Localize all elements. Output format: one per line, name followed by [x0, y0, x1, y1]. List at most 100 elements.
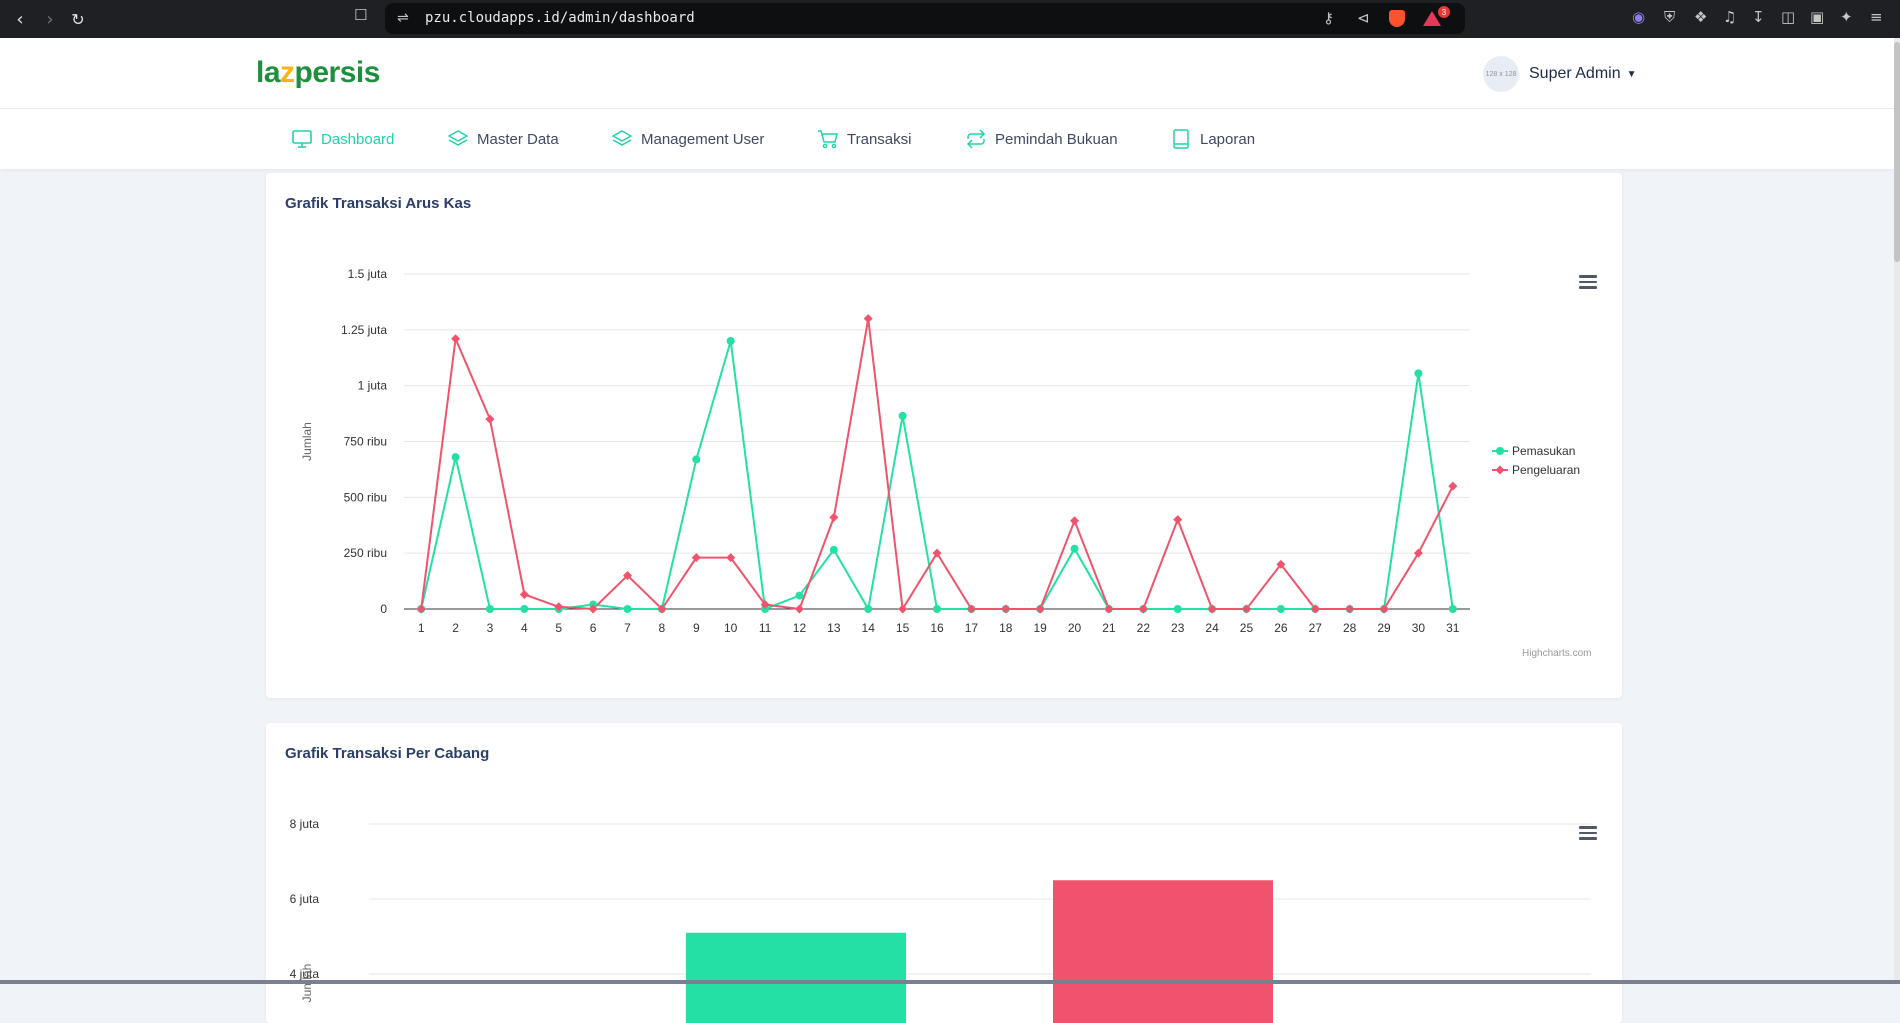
- share-icon[interactable]: ⊲: [1357, 9, 1370, 27]
- nav-pemindah-bukuan[interactable]: Pemindah Bukuan: [965, 128, 1118, 150]
- data-point[interactable]: [692, 455, 701, 464]
- leo-icon[interactable]: ✦: [1840, 8, 1853, 26]
- key-icon[interactable]: ⚷: [1323, 9, 1334, 27]
- legend-label[interactable]: Pengeluaran: [1512, 463, 1580, 477]
- data-point[interactable]: [1070, 516, 1080, 526]
- logo[interactable]: lazpersis: [256, 56, 380, 89]
- data-point[interactable]: [898, 604, 908, 614]
- data-point[interactable]: [485, 605, 494, 613]
- data-point[interactable]: [1173, 515, 1183, 525]
- data-point[interactable]: [416, 604, 426, 614]
- data-point[interactable]: [1138, 604, 1148, 614]
- data-point[interactable]: [1035, 604, 1045, 614]
- music-icon[interactable]: ♫: [1723, 8, 1737, 26]
- data-point[interactable]: [1448, 481, 1458, 491]
- scrollbar-thumb[interactable]: [1894, 42, 1900, 262]
- data-point[interactable]: [829, 545, 838, 554]
- url-text[interactable]: pzu.cloudapps.id/admin/dashboard: [425, 10, 695, 26]
- nav-management-user[interactable]: Management User: [611, 128, 764, 150]
- site-info-icon[interactable]: ⇌: [397, 10, 409, 26]
- book-icon: [1170, 128, 1192, 150]
- data-point[interactable]: [1414, 369, 1423, 378]
- data-point[interactable]: [1276, 605, 1285, 613]
- page-scrollbar[interactable]: [1894, 38, 1900, 984]
- bookmark-icon[interactable]: ☐: [354, 6, 368, 24]
- data-point[interactable]: [1241, 604, 1251, 614]
- data-point[interactable]: [554, 602, 564, 612]
- data-point[interactable]: [519, 589, 529, 599]
- data-point[interactable]: [1070, 544, 1079, 553]
- data-point[interactable]: [451, 334, 461, 344]
- data-point[interactable]: [932, 548, 942, 558]
- nav-master-data[interactable]: Master Data: [447, 128, 559, 150]
- data-point[interactable]: [1310, 604, 1320, 614]
- reload-icon[interactable]: ↻: [71, 9, 85, 29]
- data-point[interactable]: [520, 605, 529, 613]
- user-name[interactable]: Super Admin: [1529, 65, 1621, 82]
- x-tick-label: 16: [930, 621, 944, 635]
- legend-label[interactable]: Pemasukan: [1512, 444, 1575, 458]
- address-bar[interactable]: ⇌ pzu.cloudapps.id/admin/dashboard ⚷ ⊲ 3: [385, 3, 1465, 34]
- data-point[interactable]: [794, 604, 804, 614]
- extension-icon[interactable]: ◉: [1632, 8, 1646, 26]
- data-point[interactable]: [726, 337, 735, 345]
- vpn-icon[interactable]: ⛨: [1664, 8, 1676, 26]
- data-point[interactable]: [1379, 604, 1389, 614]
- series-line: [420, 318, 1454, 612]
- data-point[interactable]: [898, 411, 907, 420]
- data-point[interactable]: [1345, 604, 1355, 614]
- data-point[interactable]: [1173, 605, 1182, 613]
- nav-dashboard[interactable]: Dashboard: [291, 128, 394, 150]
- data-point[interactable]: [657, 604, 667, 614]
- data-point[interactable]: [1104, 604, 1114, 614]
- data-point[interactable]: [451, 453, 460, 462]
- chart-menu-icon[interactable]: [1579, 275, 1597, 289]
- back-icon[interactable]: ‹: [16, 8, 24, 30]
- data-point[interactable]: [795, 591, 804, 600]
- data-point[interactable]: [1276, 559, 1286, 569]
- user-menu[interactable]: 128 x 128 Super Admin ▼: [1483, 56, 1637, 92]
- data-point[interactable]: [863, 314, 873, 324]
- data-point[interactable]: [760, 600, 770, 610]
- nav-transaksi[interactable]: Transaksi: [817, 128, 911, 150]
- nav-transaksi-label: Transaksi: [847, 130, 912, 148]
- legend-item[interactable]: Pengeluaran: [1492, 463, 1580, 477]
- monitor-icon: [291, 128, 313, 150]
- nav-laporan-label: Laporan: [1200, 130, 1256, 148]
- data-point[interactable]: [933, 605, 941, 613]
- chevron-down-icon[interactable]: ▼: [1626, 68, 1637, 80]
- app-header: lazpersis 128 x 128 Super Admin ▼: [0, 38, 1894, 109]
- forward-icon[interactable]: ›: [46, 8, 54, 30]
- data-point[interactable]: [1448, 605, 1457, 613]
- y-tick-label: 250 ribu: [344, 546, 387, 560]
- legend-item[interactable]: Pemasukan: [1492, 444, 1575, 458]
- data-point[interactable]: [1413, 548, 1423, 558]
- sidebar-icon[interactable]: ◫: [1781, 8, 1796, 26]
- chart-menu-icon[interactable]: [1579, 826, 1597, 840]
- data-point[interactable]: [588, 604, 598, 614]
- data-point[interactable]: [485, 414, 495, 424]
- puzzle-icon[interactable]: ❖: [1694, 8, 1708, 26]
- data-point[interactable]: [829, 512, 839, 522]
- brave-shield-icon[interactable]: [1389, 10, 1405, 27]
- x-tick-label: 14: [862, 621, 876, 635]
- menu-icon[interactable]: ≡: [1870, 8, 1883, 26]
- data-point[interactable]: [623, 605, 632, 613]
- rewards-icon[interactable]: [1423, 11, 1441, 26]
- highcharts-credit[interactable]: Highcharts.com: [1522, 648, 1592, 659]
- data-point[interactable]: [1207, 604, 1217, 614]
- data-point[interactable]: [864, 605, 873, 613]
- wallet-icon[interactable]: ▣: [1810, 8, 1825, 26]
- x-tick-label: 13: [827, 621, 841, 635]
- nav-laporan[interactable]: Laporan: [1170, 128, 1255, 150]
- data-point[interactable]: [623, 571, 633, 580]
- x-tick-label: 27: [1309, 621, 1323, 635]
- data-point[interactable]: [966, 604, 976, 614]
- data-point[interactable]: [691, 553, 701, 563]
- download-icon[interactable]: ↧: [1752, 8, 1765, 26]
- bar[interactable]: [1053, 880, 1273, 1023]
- data-point[interactable]: [726, 553, 736, 563]
- data-point[interactable]: [1001, 604, 1011, 614]
- bar[interactable]: [686, 932, 906, 1023]
